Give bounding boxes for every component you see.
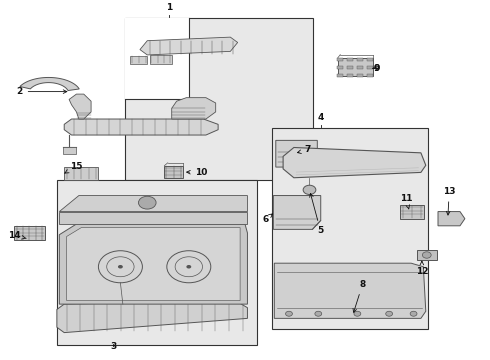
Polygon shape — [59, 224, 247, 304]
Bar — [150, 55, 172, 64]
Bar — [338, 58, 373, 76]
Polygon shape — [140, 37, 238, 55]
Text: 4: 4 — [318, 113, 324, 122]
Bar — [367, 66, 372, 69]
Polygon shape — [273, 195, 321, 229]
Bar — [164, 166, 183, 179]
Bar — [337, 74, 343, 77]
Bar — [64, 167, 98, 180]
Bar — [57, 180, 257, 345]
Polygon shape — [59, 195, 247, 212]
Polygon shape — [438, 212, 465, 226]
Text: 10: 10 — [187, 168, 208, 177]
Bar — [125, 18, 314, 180]
Bar — [417, 250, 437, 260]
Text: 9: 9 — [373, 64, 379, 73]
Polygon shape — [69, 94, 91, 119]
Bar — [14, 226, 45, 240]
Bar — [347, 74, 353, 77]
Bar — [357, 74, 363, 77]
Text: 15: 15 — [65, 162, 83, 173]
Polygon shape — [276, 140, 318, 167]
Bar — [337, 58, 343, 61]
Bar — [63, 147, 76, 154]
Bar — [125, 18, 189, 99]
Circle shape — [410, 311, 417, 316]
Circle shape — [386, 311, 392, 316]
Circle shape — [422, 252, 431, 258]
Circle shape — [139, 196, 156, 209]
Circle shape — [315, 311, 322, 316]
Polygon shape — [274, 263, 426, 318]
Text: 8: 8 — [353, 280, 366, 312]
Text: 11: 11 — [400, 194, 413, 209]
Bar — [367, 74, 372, 77]
Circle shape — [118, 265, 123, 269]
Text: 2: 2 — [17, 87, 67, 96]
Bar — [357, 66, 363, 69]
Text: 14: 14 — [8, 231, 26, 240]
Circle shape — [354, 311, 361, 316]
Bar — [130, 56, 147, 64]
Polygon shape — [283, 148, 426, 178]
Bar — [357, 58, 363, 61]
Circle shape — [303, 185, 316, 194]
Text: 12: 12 — [416, 261, 428, 276]
Polygon shape — [57, 301, 247, 333]
Text: 7: 7 — [297, 145, 311, 154]
Polygon shape — [64, 119, 218, 135]
Text: 5: 5 — [310, 193, 323, 235]
Circle shape — [286, 311, 293, 316]
Bar — [347, 66, 353, 69]
Bar — [400, 205, 424, 219]
Text: 9: 9 — [373, 64, 379, 73]
Polygon shape — [59, 212, 247, 224]
Text: 6: 6 — [262, 214, 272, 224]
Bar — [347, 58, 353, 61]
Bar — [272, 128, 428, 329]
Polygon shape — [172, 98, 216, 119]
Bar — [337, 66, 343, 69]
Polygon shape — [67, 228, 240, 301]
Text: 3: 3 — [110, 342, 116, 351]
Polygon shape — [20, 77, 79, 91]
Circle shape — [186, 265, 191, 269]
Text: 1: 1 — [166, 3, 172, 12]
Bar — [367, 58, 372, 61]
Text: 13: 13 — [443, 187, 456, 215]
